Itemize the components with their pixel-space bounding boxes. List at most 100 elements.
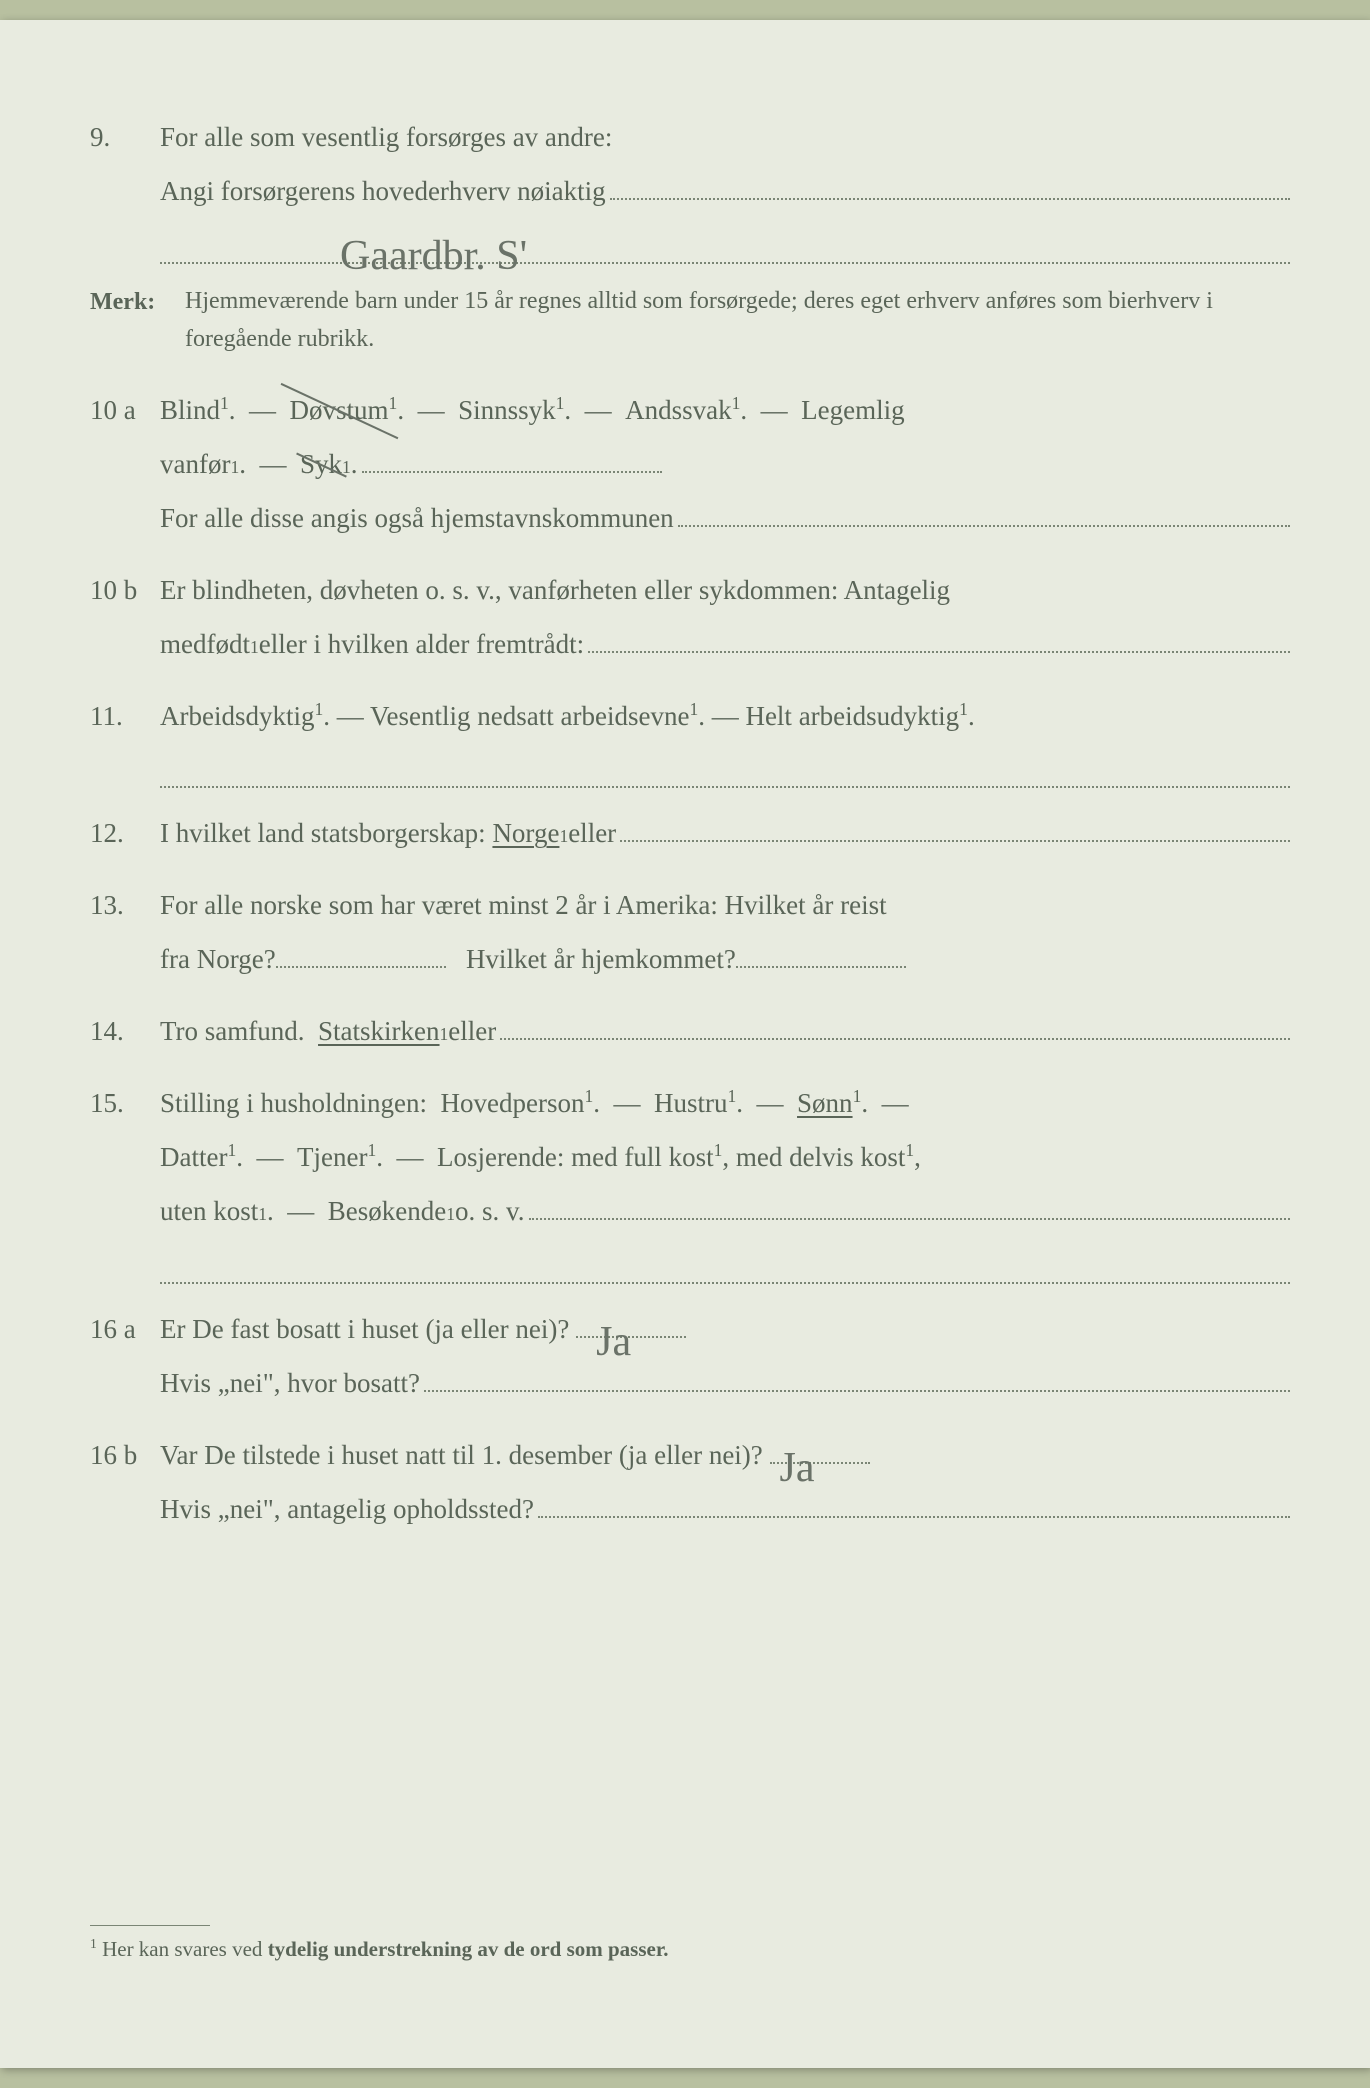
question-11: 11. Arbeidsdyktig1. — Vesentlig nedsatt … [90,689,1290,789]
q16b-handwritten: Ja [780,1426,815,1510]
q10a-number: 10 a [90,388,160,434]
q13-line2b: Hvilket år hjemkommet? [466,944,736,974]
q11-opt2: Vesentlig nedsatt arbeidsevne [370,701,689,731]
q16a-handwritten: Ja [596,1300,631,1384]
q10b-line2b: eller i hvilken alder fremtrådt: [259,617,584,671]
q15-line1: Stilling i husholdningen: Hovedperson1. … [160,1076,1290,1130]
question-16a: 16 a Er De fast bosatt i huset (ja eller… [90,1302,1290,1410]
q12-fill [620,815,1290,842]
q13-line2: fra Norge? Hvilket år hjemkommet? [160,932,1290,986]
footnote-num: 1 [90,1936,97,1951]
q10b-medf: medfødt [160,617,250,671]
footnote-body: Her kan svares ved tydelig understreknin… [97,1937,669,1961]
q15-opt5: Tjener [297,1142,367,1172]
q13-line1: For alle norske som har været minst 2 år… [160,878,1290,932]
q11-opt1: Arbeidsdyktig [160,701,315,731]
question-13: 13. For alle norske som har været minst … [90,878,1290,986]
q15-opt3-sonn: Sønn [797,1088,853,1118]
question-9: 9. For alle som vesentlig forsørges av a… [90,110,1290,264]
q14-text-b: eller [448,1004,496,1058]
q14-text-a: Tro samfund. [160,1004,305,1058]
merk-label: Merk: [90,282,185,359]
q16b-line2-wrap: Hvis „nei", antagelig opholdssted? [160,1482,1290,1536]
q13-line2a: fra Norge? [160,944,276,974]
footnote: 1 Her kan svares ved tydelig understrekn… [90,1917,340,1968]
q14-statskirken: Statskirken [318,1004,440,1058]
q11-line1: Arbeidsdyktig1. — Vesentlig nedsatt arbe… [160,689,1290,743]
q10a-opt5: Legemlig [801,395,904,425]
q10a-line3-wrap: For alle disse angis også hjemstavnskomm… [160,491,1290,545]
q12-text-b: eller [568,806,616,860]
q15-losj2: , med delvis kost [722,1142,905,1172]
q10a-opt2-crossed: Døvstum [290,383,389,437]
q12-number: 12. [90,811,160,857]
q15-lead: Stilling i husholdningen: [160,1088,434,1118]
q9-line2-wrap: Angi forsørgerens hovederhverv nøiaktig [160,164,1290,218]
q13-fill1 [276,966,446,968]
q10a-line1: Blind1. — Døvstum1. — Sinnssyk1. — Andss… [160,383,1290,437]
q15-losj3: uten kost [160,1184,258,1238]
q16b-content: Var De tilstede i huset natt til 1. dese… [160,1428,1290,1536]
q10a-line3: For alle disse angis også hjemstavnskomm… [160,491,674,545]
question-12: 12. I hvilket land statsborgerskap: Norg… [90,806,1290,860]
q15-line3-wrap: uten kost1. — Besøkende1 o. s. v. [160,1184,1290,1238]
q14-content: Tro samfund. Statskirken1 eller [160,1004,1290,1058]
q15-number: 15. [90,1081,160,1127]
q16b-fill2 [538,1491,1290,1518]
q10b-line2-wrap: medfødt1 eller i hvilken alder fremtrådt… [160,617,1290,671]
q16a-line2: Hvis „nei", hvor bosatt? [160,1356,420,1410]
q9-number: 9. [90,115,160,161]
q13-content: For alle norske som har været minst 2 år… [160,878,1290,986]
q16a-line2-wrap: Hvis „nei", hvor bosatt? [160,1356,1290,1410]
q15-line2: Datter1. — Tjener1. — Losjerende: med fu… [160,1130,1290,1184]
q9-content: For alle som vesentlig forsørges av andr… [160,110,1290,264]
q10a-fill2 [678,500,1290,527]
q11-opt3: Helt arbeidsudyktig [745,701,959,731]
q16b-fill1: Ja [770,1462,870,1464]
footnote-text-wrap: 1 Her kan svares ved tydelig understrekn… [90,1932,990,1968]
question-10b: 10 b Er blindheten, døvheten o. s. v., v… [90,563,1290,671]
q16b-line1-wrap: Var De tilstede i huset natt til 1. dese… [160,1428,1290,1482]
q10a-vanfor: vanfør [160,437,230,491]
q10a-line2: vanfør1. — Syk1. [160,437,1290,491]
q9-fill [610,173,1290,200]
q15-content: Stilling i husholdningen: Hovedperson1. … [160,1076,1290,1284]
q10a-opt4: Andssvak [625,395,732,425]
q13-number: 13. [90,883,160,929]
q15-opt2: Hustru [654,1088,728,1118]
q9-handwritten: Gaardbr. S' [340,214,527,298]
q10a-opt3: Sinnssyk [458,395,556,425]
q15-opt4: Datter [160,1142,227,1172]
q16b-line2: Hvis „nei", antagelig opholdssted? [160,1482,534,1536]
q12-content: I hvilket land statsborgerskap: Norge1 e… [160,806,1290,860]
q11-number: 11. [90,694,160,740]
q10a-opt1: Blind [160,395,220,425]
q16a-line1: Er De fast bosatt i huset (ja eller nei)… [160,1314,569,1344]
q16b-line1: Var De tilstede i huset natt til 1. dese… [160,1440,763,1470]
q9-line2: Angi forsørgerens hovederhverv nøiaktig [160,164,606,218]
q15-osv: o. s. v. [455,1184,525,1238]
question-16b: 16 b Var De tilstede i huset natt til 1.… [90,1428,1290,1536]
q10b-content: Er blindheten, døvheten o. s. v., vanfør… [160,563,1290,671]
q14-number: 14. [90,1009,160,1055]
merk-note: Merk: Hjemmeværende barn under 15 år reg… [90,282,1290,359]
question-10a: 10 a Blind1. — Døvstum1. — Sinnssyk1. — … [90,383,1290,545]
q11-blank-line [160,751,1290,789]
q12-text-a: I hvilket land statsborgerskap: [160,806,486,860]
q12-norge: Norge [492,806,559,860]
q10a-syk-crossed: Syk [300,437,342,491]
q16a-line1-wrap: Er De fast bosatt i huset (ja eller nei)… [160,1302,1290,1356]
q9-line1: For alle som vesentlig forsørges av andr… [160,110,1290,164]
footnote-rule [90,1925,210,1926]
q15-opt1: Hovedperson [441,1088,585,1118]
q10a-fill1 [362,471,662,473]
q15-losj: Losjerende: med full kost [437,1142,714,1172]
q15-blank-line [160,1246,1290,1284]
q10b-number: 10 b [90,568,160,614]
q10b-fill [588,626,1290,653]
q16a-content: Er De fast bosatt i huset (ja eller nei)… [160,1302,1290,1410]
q9-blank-line: Gaardbr. S' [160,226,1290,264]
q10a-content: Blind1. — Døvstum1. — Sinnssyk1. — Andss… [160,383,1290,545]
q10b-line1: Er blindheten, døvheten o. s. v., vanfør… [160,563,1290,617]
q16a-number: 16 a [90,1307,160,1353]
